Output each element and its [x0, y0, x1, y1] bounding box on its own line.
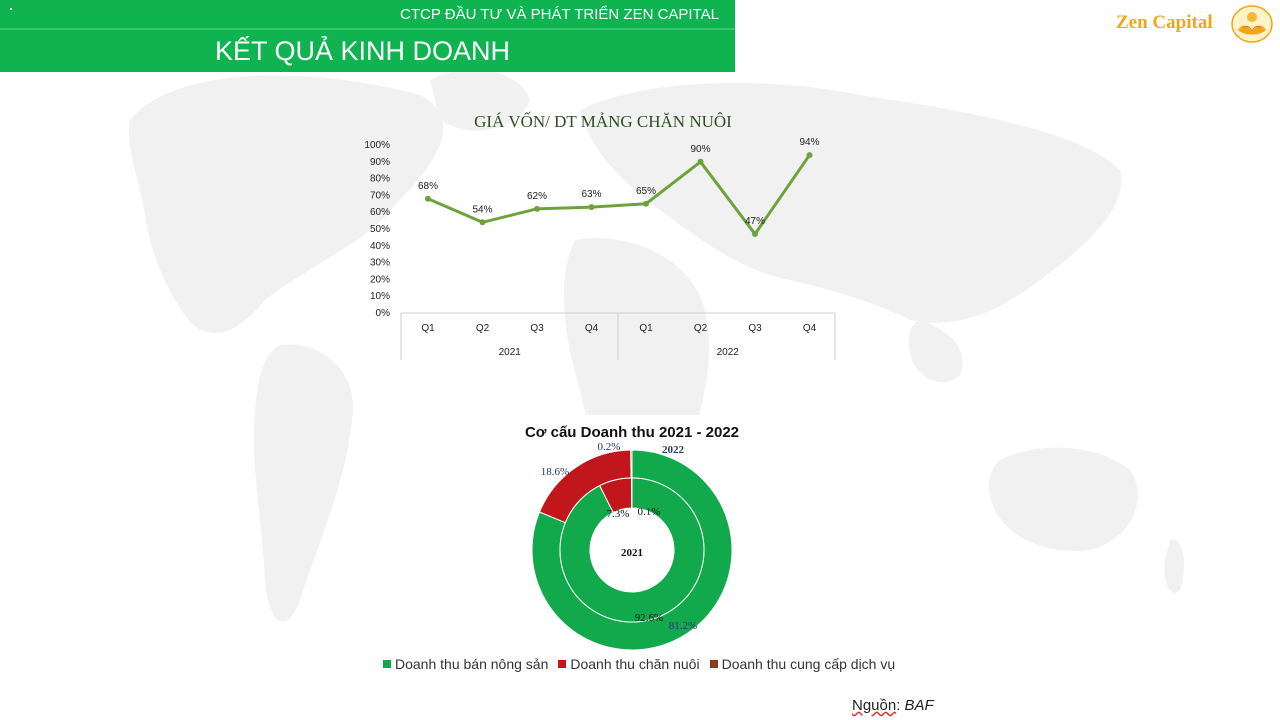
x-tick-label: Q4: [803, 323, 817, 334]
header-divider: [0, 28, 735, 30]
donut-chart: Cơ cấu Doanh thu 2021 - 2022 81.2% 18.6% 0…: [525, 424, 739, 651]
data-label: 63%: [581, 189, 601, 200]
legend-item: Doanh thu cung cấp dịch vụ: [709, 656, 896, 672]
data-label: 68%: [418, 181, 438, 192]
y-axis-ticks: 0% 10% 20% 30% 40% 50% 60% 70% 80% 90% 100%: [364, 140, 390, 319]
data-label: 7.3%: [607, 508, 630, 520]
data-label: 0.1%: [638, 506, 661, 518]
legend-label: Doanh thu chăn nuôi: [570, 656, 700, 672]
series-name-label: 2021: [621, 547, 643, 559]
series-line: [427, 154, 811, 236]
data-label: 47%: [745, 216, 765, 227]
y-tick-label: 90%: [370, 157, 390, 168]
donut-slice: [559, 477, 705, 623]
data-label: 0.2%: [598, 441, 621, 453]
y-tick-label: 80%: [370, 174, 390, 185]
y-tick-label: 100%: [364, 140, 390, 151]
chart-title: GIÁ VỐN/ DT MẢNG CHĂN NUÔI: [474, 112, 732, 131]
data-point: [643, 200, 649, 207]
series-name-label: 2022: [662, 444, 685, 456]
header-corner-dot: [10, 8, 12, 10]
data-label: 54%: [472, 204, 492, 215]
data-point: [479, 219, 486, 226]
y-tick-label: 40%: [370, 241, 390, 252]
y-tick-label: 10%: [370, 291, 390, 302]
source-note: Nguồn: BAF: [852, 697, 934, 714]
data-label: 62%: [527, 191, 547, 202]
category-axis: Q1 Q2 Q3 Q4 Q1 Q2 Q3 Q4 2021 2022: [400, 312, 836, 360]
line-chart: GIÁ VỐN/ DT MẢNG CHĂN NUÔI 0% 10% 20% 30% 40…: [364, 112, 836, 360]
page-title: KẾT QUẢ KINH DOANH: [215, 36, 511, 66]
donut-labels: 81.2% 18.6% 0.2% 92.6% 7.3% 0.1% 2022 2021: [541, 441, 697, 632]
legend-swatch: [709, 660, 718, 668]
y-tick-label: 50%: [370, 224, 390, 235]
y-tick-label: 70%: [370, 190, 390, 201]
data-label: 18.6%: [541, 466, 569, 478]
data-point: [534, 205, 540, 212]
x-tick-label: Q2: [476, 323, 490, 334]
legend: Doanh thu bán nông sản Doanh thu chăn nu…: [383, 656, 895, 672]
x-tick-label: Q4: [585, 323, 599, 334]
data-label: 94%: [799, 137, 819, 148]
x-tick-label: Q3: [748, 323, 762, 334]
golden-lotus-logo-icon: [1231, 5, 1273, 43]
donut-rings: [531, 449, 733, 651]
legend-item: Doanh thu chăn nuôi: [558, 656, 700, 672]
series-points: [425, 152, 813, 238]
company-name: CTCP ĐẦU TƯ VÀ PHÁT TRIỂN ZEN CAPITAL: [400, 6, 719, 23]
data-label: 81.2%: [669, 620, 697, 632]
source-value: BAF: [904, 697, 934, 714]
source-label: Nguồn: [852, 697, 897, 714]
donut-slice: [630, 449, 633, 479]
y-tick-label: 60%: [370, 207, 390, 218]
chart-title: Cơ cấu Doanh thu 2021 - 2022: [525, 424, 739, 441]
data-point: [697, 158, 704, 165]
data-label: 65%: [636, 186, 656, 197]
data-point: [806, 152, 813, 159]
x-tick-label: Q1: [639, 323, 653, 334]
data-label: 92.6%: [635, 612, 663, 624]
group-label: 2021: [499, 347, 522, 358]
x-tick-label: Q3: [530, 323, 544, 334]
data-label: 90%: [690, 144, 710, 155]
brand-name: Zen Capital: [1116, 12, 1213, 33]
y-tick-label: 0%: [376, 308, 391, 319]
x-tick-label: Q1: [421, 323, 435, 334]
y-tick-label: 30%: [370, 258, 390, 269]
group-label: 2022: [717, 347, 740, 358]
legend-label: Doanh thu cung cấp dịch vụ: [721, 656, 896, 672]
data-point: [425, 195, 431, 202]
data-point: [588, 204, 595, 211]
header-band: CTCP ĐẦU TƯ VÀ PHÁT TRIỂN ZEN CAPITAL KẾ…: [0, 0, 735, 72]
x-tick-label: Q2: [694, 323, 708, 334]
legend-swatch: [558, 660, 567, 668]
data-point: [752, 231, 758, 238]
legend-label: Doanh thu bán nông sản: [395, 656, 549, 672]
legend-item: Doanh thu bán nông sản: [383, 656, 548, 672]
legend-swatch: [383, 660, 391, 668]
data-labels: 68% 54% 62% 63% 65% 90% 47% 94%: [418, 137, 820, 227]
y-tick-label: 20%: [370, 274, 390, 285]
